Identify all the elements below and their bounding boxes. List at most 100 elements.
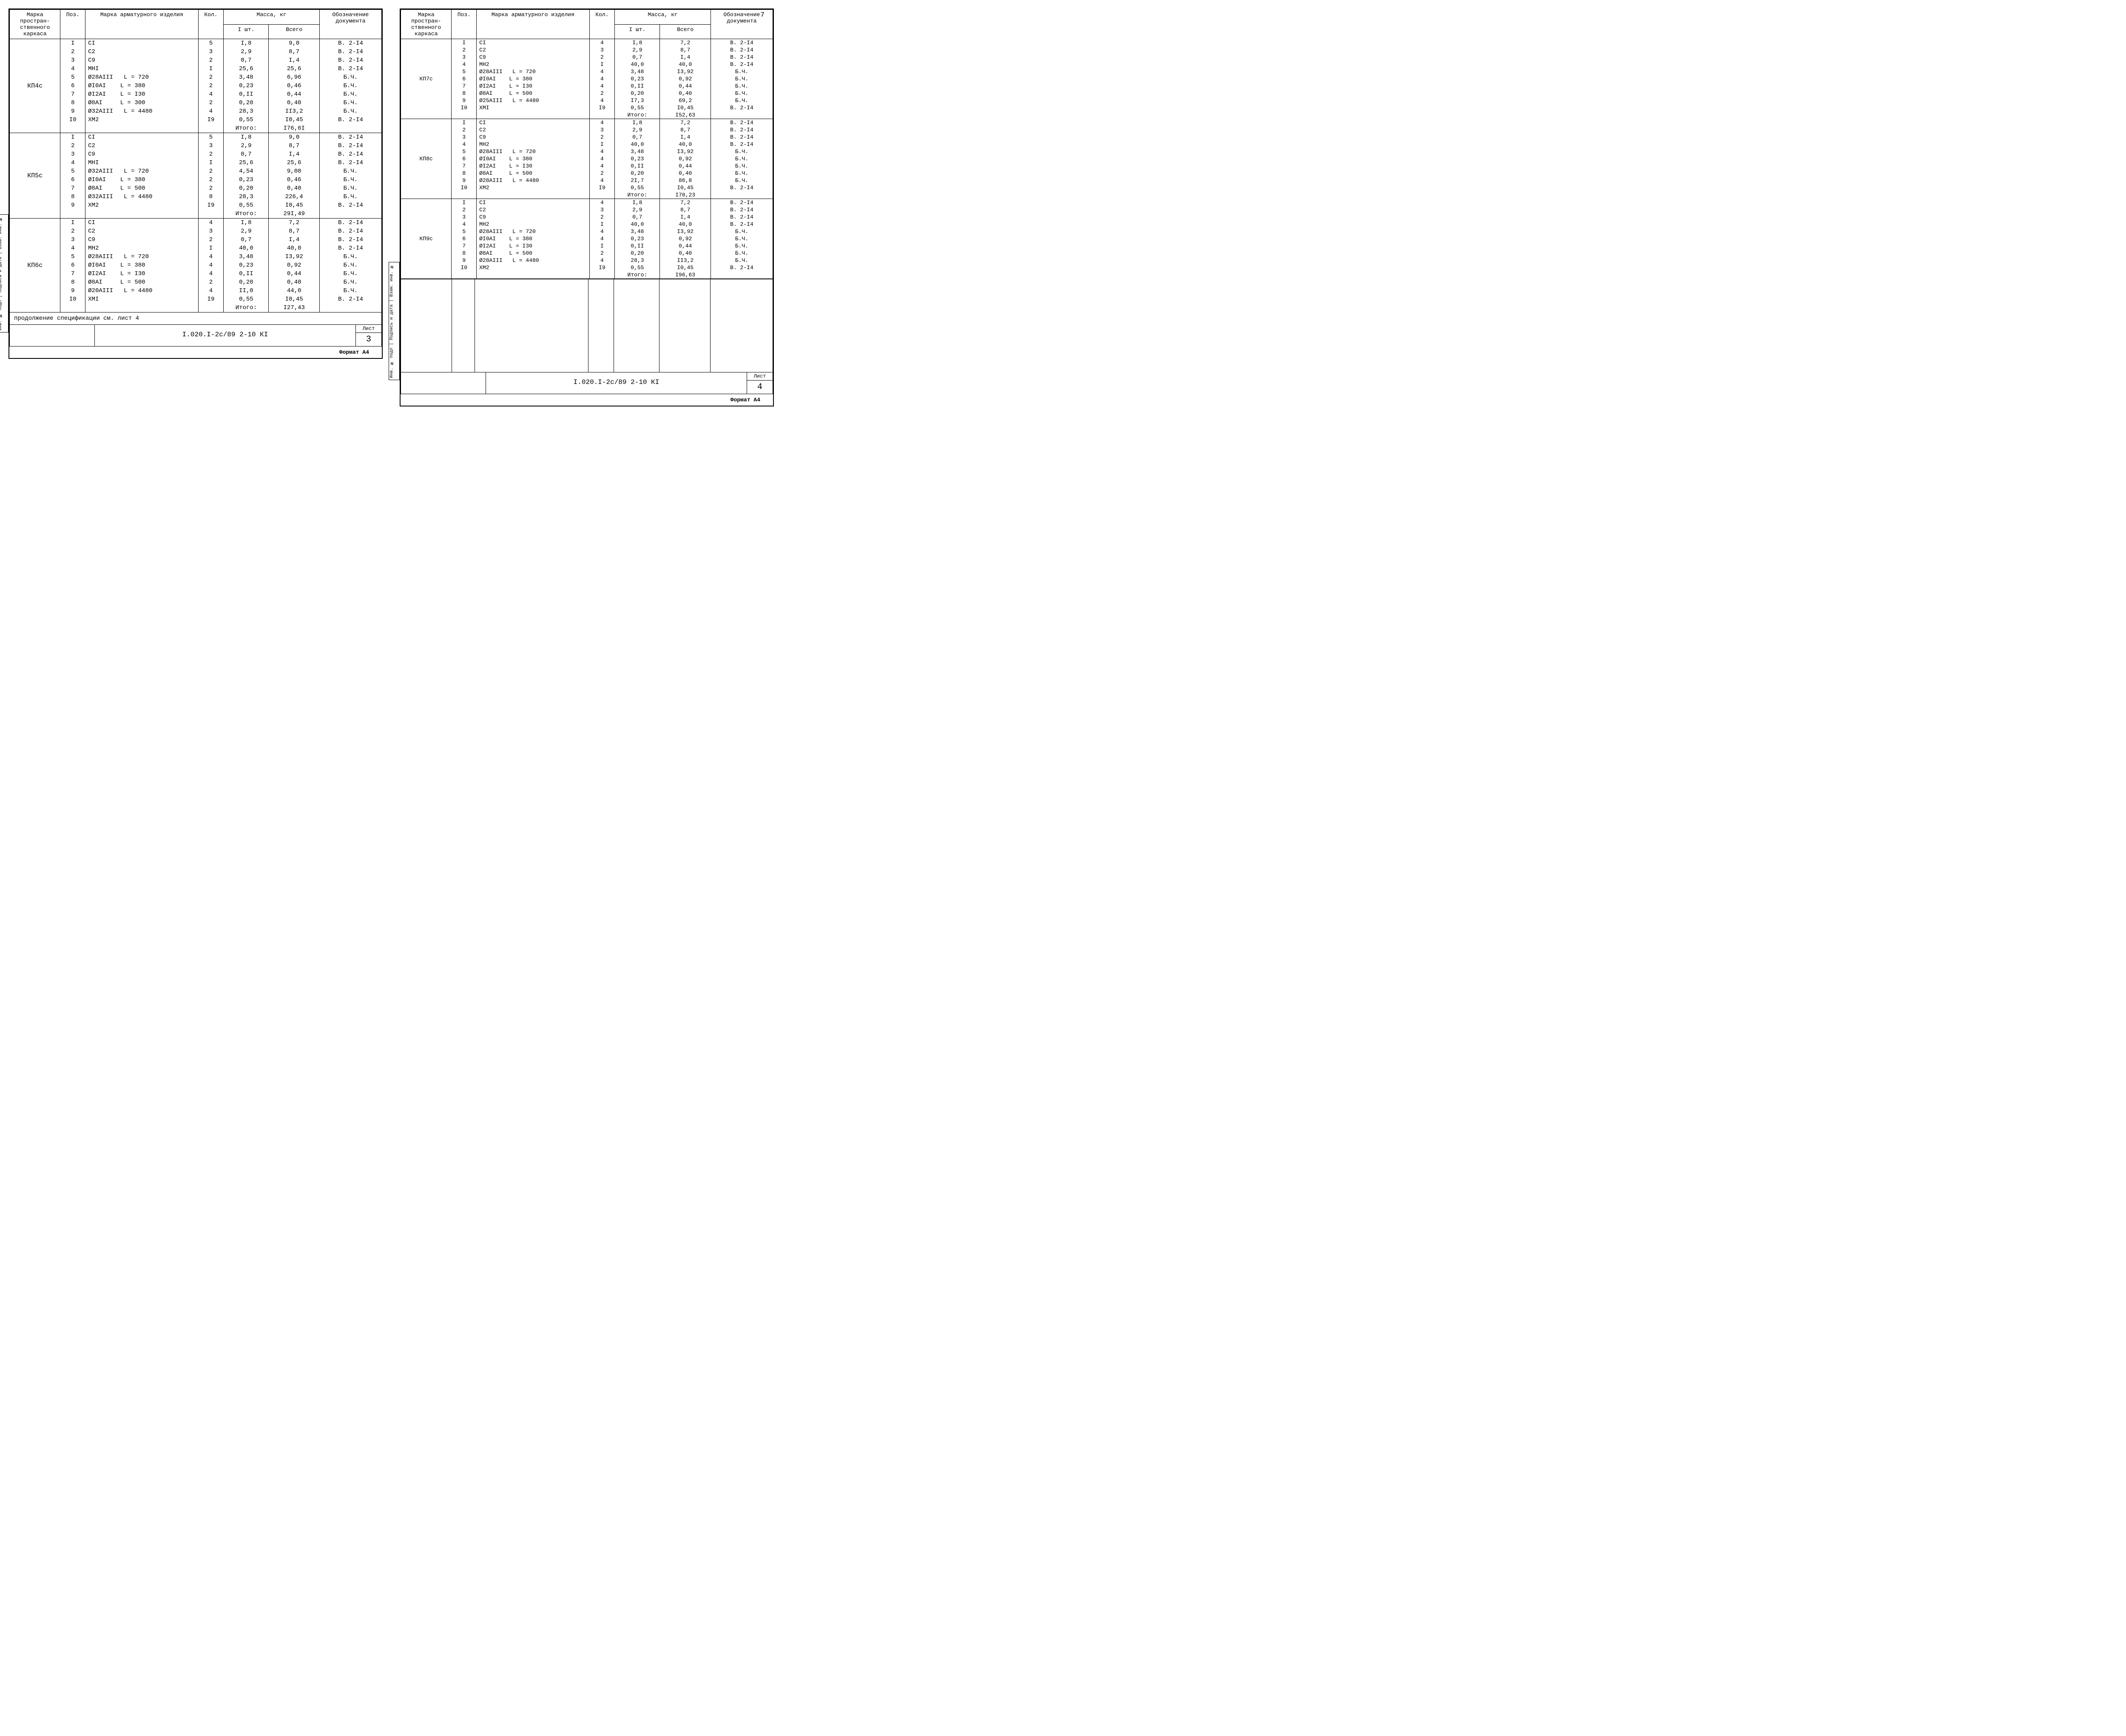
cell-m2: I70,23 xyxy=(660,191,711,199)
cell-izd: С2 xyxy=(85,142,198,150)
cell-m2: I3,92 xyxy=(660,68,711,75)
cell-izd: ØI2АI L = I30 xyxy=(85,90,198,99)
cell-m2: 40,0 xyxy=(269,244,319,253)
cell-m2: 29I,49 xyxy=(269,210,319,219)
cell-doc: Б.Ч. xyxy=(319,99,381,107)
cell-izd: ØI2АI L = I30 xyxy=(85,270,198,278)
cell-m1: 0,55 xyxy=(615,104,660,111)
cell-m1: 3,48 xyxy=(224,73,269,82)
cell-izd: ХМI xyxy=(477,104,589,111)
cell-m1: I,8 xyxy=(615,199,660,207)
table-row: 5Ø32АIII L = 72024,549,08Б.Ч. xyxy=(10,167,382,176)
table-row: I0ХМII90,55I0,45В. 2-I4 xyxy=(401,104,773,111)
cell-poz: 5 xyxy=(60,73,85,82)
table-row: КП5сIСI5I,89,0В. 2-I4 xyxy=(10,133,382,142)
cell-poz: 6 xyxy=(60,261,85,270)
cell-m1: 0,55 xyxy=(224,201,269,210)
cell-poz: 2 xyxy=(60,142,85,150)
cell-m2: 8,7 xyxy=(660,46,711,54)
cell-m1: 0,23 xyxy=(224,261,269,270)
cell-doc: В. 2-I4 xyxy=(711,104,773,111)
table-row: 6ØI0АI L = 38040,230,92Б.Ч. xyxy=(401,75,773,82)
cell-doc: В. 2-I4 xyxy=(319,236,381,244)
cell-doc: В. 2-I4 xyxy=(319,159,381,167)
cell-doc: Б.Ч. xyxy=(711,155,773,162)
cell-izd: Ø28АIII L = 4480 xyxy=(477,257,589,264)
cell-izd: Ø8АI L = 500 xyxy=(477,90,589,97)
cell-kol: 4 xyxy=(589,75,615,82)
cell-izd: СI xyxy=(85,39,198,48)
cell-kol: 2 xyxy=(589,54,615,61)
cell-poz: 7 xyxy=(60,90,85,99)
cell-kol: 4 xyxy=(589,257,615,264)
table-row: КП6сIСI4I,87,2В. 2-I4 xyxy=(10,219,382,227)
cell-doc: В. 2-I4 xyxy=(711,39,773,47)
marka-cell: КП9с xyxy=(401,199,452,279)
cell-izd xyxy=(85,304,198,313)
cell-m2: 25,6 xyxy=(269,159,319,167)
cell-kol: 4 xyxy=(198,219,224,227)
table-row: Итого:29I,49 xyxy=(10,210,382,219)
table-row: 5Ø28АIII L = 72043,48I3,92Б.Ч. xyxy=(401,148,773,155)
cell-kol: 4 xyxy=(589,82,615,90)
cell-m2: I76,6I xyxy=(269,124,319,133)
cell-m2: I0,45 xyxy=(269,295,319,304)
cell-doc xyxy=(319,210,381,219)
cell-poz: 3 xyxy=(60,236,85,244)
cell-poz: 2 xyxy=(452,126,477,134)
table-row: КП4сIСI5I,89,0В. 2-I4 xyxy=(10,39,382,48)
cell-m1: 40,0 xyxy=(224,244,269,253)
table-row: 5Ø28АIII L = 72043,48I3,92Б.Ч. xyxy=(401,228,773,235)
cell-poz: 9 xyxy=(452,97,477,104)
table-row: I0ХМ2I90,55I0,45В. 2-I4 xyxy=(401,264,773,271)
cell-m2: 0,44 xyxy=(269,90,319,99)
cell-kol: 2 xyxy=(198,73,224,82)
table-row: I0ХМ2I90,55I0,45В. 2-I4 xyxy=(401,184,773,191)
cell-izd: С9 xyxy=(477,54,589,61)
cell-izd: Ø20АIII L = 4480 xyxy=(85,287,198,295)
header-marka: Марка простран-ственного каркаса xyxy=(10,10,60,39)
cell-poz: 7 xyxy=(452,82,477,90)
cell-kol: 2 xyxy=(198,184,224,193)
cell-kol: 4 xyxy=(589,97,615,104)
cell-m1: 28,3 xyxy=(224,107,269,116)
cell-m2: 9,0 xyxy=(269,39,319,48)
cell-kol: 4 xyxy=(589,39,615,47)
cell-m1: 2,9 xyxy=(615,126,660,134)
cell-m2: 226,4 xyxy=(269,193,319,201)
cell-m2: 0,44 xyxy=(269,270,319,278)
cell-m2: 0,40 xyxy=(660,90,711,97)
cell-m1: 0,55 xyxy=(615,264,660,271)
cell-m1: 0,23 xyxy=(615,75,660,82)
format-right: Формат А4 xyxy=(401,394,773,406)
cell-poz xyxy=(452,191,477,199)
cell-izd: МН2 xyxy=(477,141,589,148)
spec-table-right: Марка простран-ственного каркаса Поз. Ма… xyxy=(401,9,773,279)
cell-kol: I9 xyxy=(198,295,224,304)
table-row: 4МН2I40,040,0В. 2-I4 xyxy=(401,221,773,228)
cell-m1: Итого: xyxy=(224,304,269,313)
cell-izd: С9 xyxy=(85,150,198,159)
cell-doc: Б.Ч. xyxy=(319,253,381,261)
cell-poz: 5 xyxy=(452,228,477,235)
cell-doc: В. 2-I4 xyxy=(711,199,773,207)
cell-poz: 5 xyxy=(60,253,85,261)
cell-poz: 2 xyxy=(452,206,477,213)
cell-doc: Б.Ч. xyxy=(319,287,381,295)
cell-m1: Итого: xyxy=(615,111,660,119)
cell-kol: I9 xyxy=(198,201,224,210)
left-side-doc-code: I.020.I-2с/89 В. 2-I0 к.I xyxy=(0,35,1,111)
cell-kol: 4 xyxy=(589,228,615,235)
cell-izd: Ø8АI L = 500 xyxy=(85,278,198,287)
cell-m2: 7,2 xyxy=(269,219,319,227)
marka-cell: КП4с xyxy=(10,39,60,133)
header-izd: Марка арматурного изделия xyxy=(477,10,589,39)
cell-poz: I0 xyxy=(452,184,477,191)
spec-table-blank xyxy=(401,279,773,372)
cell-poz: 2 xyxy=(60,48,85,56)
cell-poz: I xyxy=(60,39,85,48)
cell-m2: 0,40 xyxy=(269,99,319,107)
cell-poz: 2 xyxy=(60,227,85,236)
header-kol: Кол. xyxy=(589,10,615,39)
cell-m1: 0,II xyxy=(224,90,269,99)
